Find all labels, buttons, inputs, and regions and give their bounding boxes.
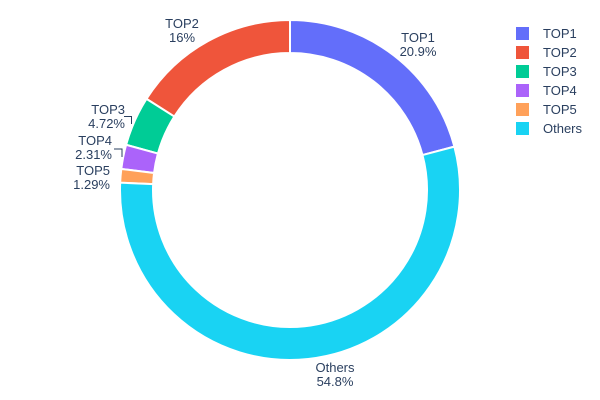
pie-slice-top3[interactable]: [125, 97, 176, 155]
slice-label-top4: TOP4 2.31%: [75, 133, 112, 162]
legend-swatch-top1: [516, 27, 529, 40]
pie-slice-top2[interactable]: [145, 19, 291, 118]
slice-label-top2: TOP2 16%: [165, 16, 199, 45]
slice-label-top5: TOP5 1.29%: [73, 163, 110, 192]
slice-label-top3: TOP3 4.72%: [88, 102, 125, 131]
legend-item-top4[interactable]: TOP4: [516, 81, 582, 100]
legend-swatch-top5: [516, 103, 529, 116]
slice-label-others: Others 54.8%: [315, 360, 355, 389]
legend-item-top2[interactable]: TOP2: [516, 43, 582, 62]
legend-label-top4: TOP4: [543, 83, 577, 98]
legend-label-others: Others: [543, 121, 583, 136]
leader-line-top3: [124, 116, 132, 124]
legend-item-top3[interactable]: TOP3: [516, 62, 582, 81]
legend: TOP1 TOP2 TOP3 TOP4 TOP5 Others: [516, 24, 582, 138]
leader-line-top4: [114, 148, 123, 157]
legend-label-top2: TOP2: [543, 45, 577, 60]
legend-label-top5: TOP5: [543, 102, 577, 117]
legend-swatch-top4: [516, 84, 529, 97]
pie-slice-top4[interactable]: [120, 143, 159, 175]
legend-label-top3: TOP3: [543, 64, 577, 79]
slice-label-top1: TOP1 20.9%: [400, 30, 437, 59]
legend-swatch-top2: [516, 46, 529, 59]
legend-label-top1: TOP1: [543, 26, 577, 41]
legend-item-top1[interactable]: TOP1: [516, 24, 582, 43]
legend-item-top5[interactable]: TOP5: [516, 100, 582, 119]
legend-swatch-others: [516, 122, 529, 135]
legend-swatch-top3: [516, 65, 529, 78]
legend-item-others[interactable]: Others: [516, 119, 582, 138]
pie-slice-others[interactable]: [119, 145, 461, 361]
